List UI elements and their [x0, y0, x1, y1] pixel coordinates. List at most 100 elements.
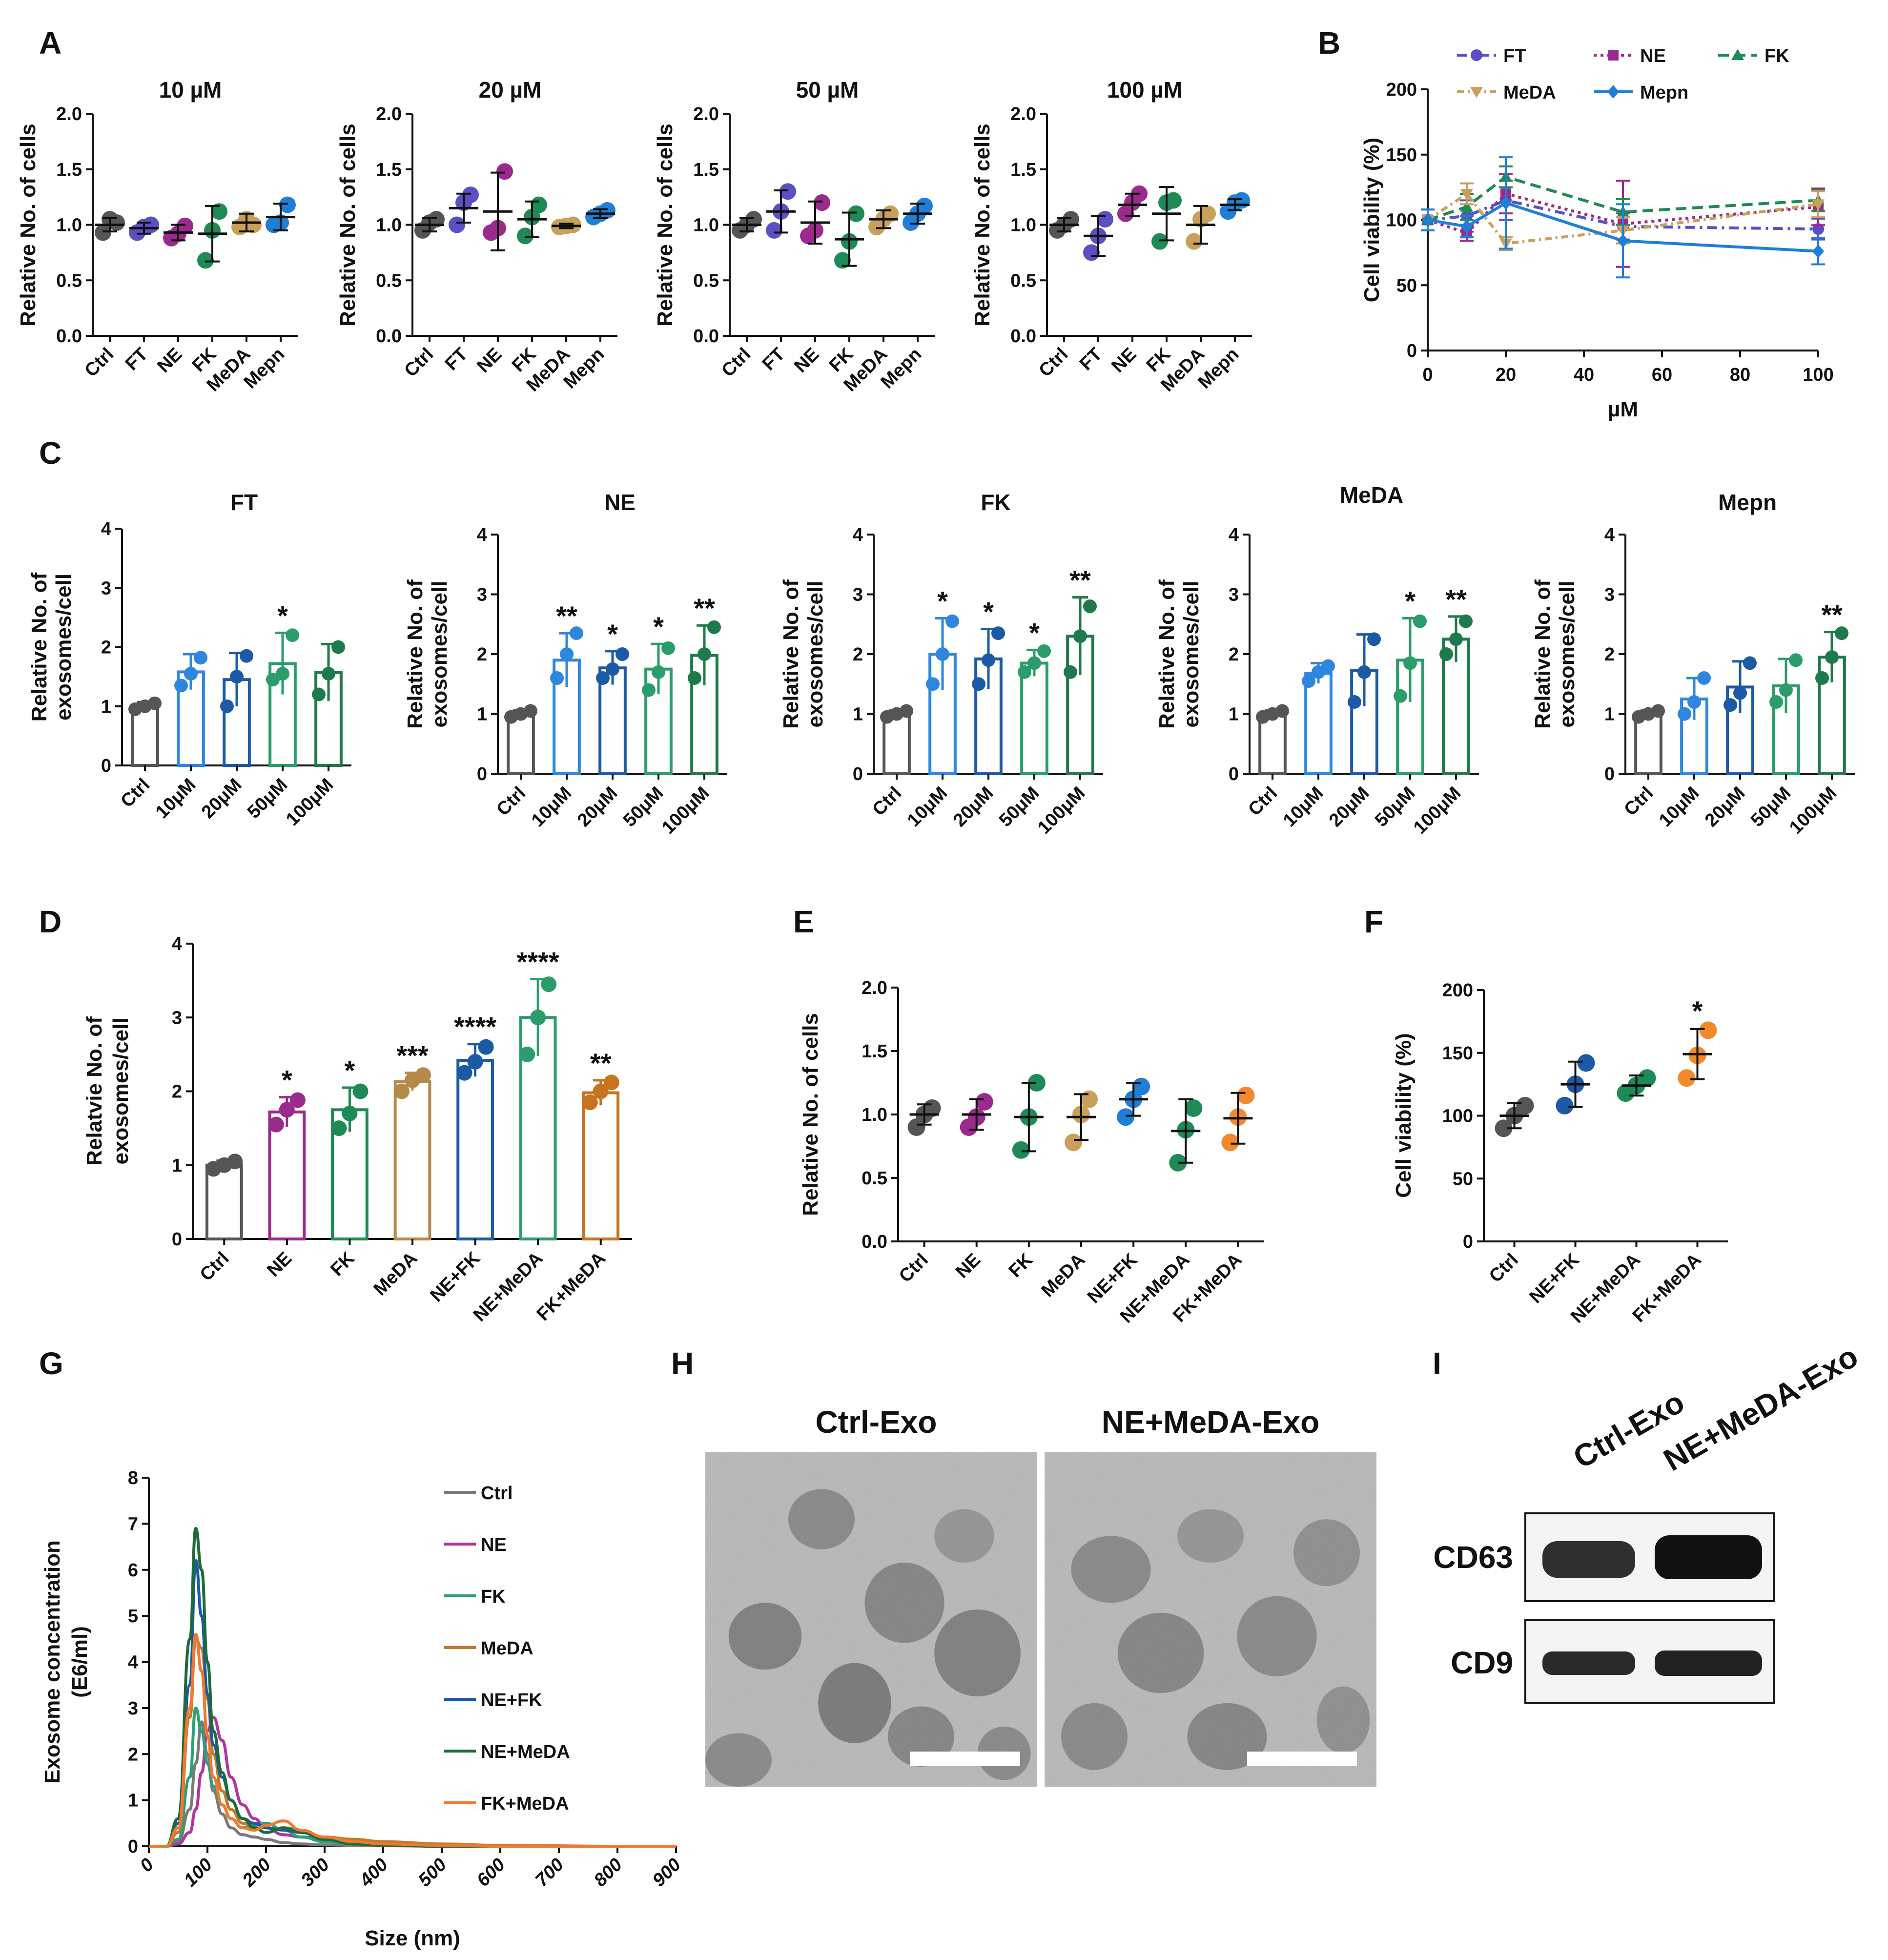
significance-label: * — [1029, 617, 1040, 648]
data-point — [1233, 192, 1250, 209]
data-point — [428, 211, 445, 228]
chart-C4-y-tick-label: 1 — [1229, 704, 1239, 725]
y-axis-label-C4-group: Relative No. of exosomes/cell — [1155, 579, 1203, 729]
data-point — [1607, 85, 1619, 99]
y-axis-label-C4: exosomes/cell — [1179, 581, 1203, 728]
significance-label: * — [653, 611, 664, 642]
chart-C5-y-tick-label: 0 — [1604, 764, 1615, 784]
data-point — [1348, 695, 1361, 709]
data-point — [211, 203, 227, 220]
significance-label: ** — [1821, 599, 1843, 630]
data-point — [1678, 1069, 1696, 1087]
chart-C1-y-tick-label: 3 — [101, 578, 111, 598]
exosome-particle — [934, 1609, 1021, 1697]
chart-title-C2: NE — [604, 490, 636, 515]
y-axis-label-C1: exosomes/cell — [52, 574, 76, 721]
significance-label: ** — [1445, 584, 1467, 615]
exosome-particle — [1316, 1686, 1370, 1754]
significance-label: ** — [694, 593, 715, 623]
data-point — [1394, 689, 1407, 703]
y-axis-label-C5-group: Relative No. of exosomes/cell — [1531, 579, 1579, 729]
y-axis-label-A3-group: Relative No. of cells — [653, 124, 677, 327]
series-line — [148, 1720, 676, 1848]
chart-D-y-tick-label: 1 — [172, 1155, 182, 1176]
tem-label-left: Ctrl-Exo — [816, 1404, 937, 1440]
y-axis-label-D-group: Relatvie No. of exosomes/cell — [82, 1016, 133, 1166]
x-tick-label: NE — [473, 344, 506, 377]
data-point — [1769, 695, 1783, 709]
chart-D-y-tick-label: 2 — [172, 1082, 182, 1102]
chart-C2-y-tick-label: 4 — [477, 525, 487, 545]
exosome-particle — [788, 1489, 855, 1549]
data-point — [1812, 223, 1824, 235]
bar — [1258, 712, 1287, 775]
x-tick-label: Ctrl — [196, 1248, 233, 1285]
panel-letter-A: A — [39, 25, 62, 61]
x-tick-label: 40 — [1574, 365, 1594, 385]
significance-label: **** — [454, 1011, 496, 1042]
x-tick-label: 20μM — [574, 783, 621, 831]
panel-letter-I: I — [1433, 1346, 1441, 1381]
blot-lane-label: NE+MeDA-Exo — [1658, 1339, 1864, 1478]
exosome-particle — [864, 1563, 944, 1643]
legend-label: FK — [481, 1587, 506, 1607]
chart-A3-y-tick-label: 1.5 — [693, 160, 719, 180]
exosome-particle — [1061, 1703, 1128, 1770]
panel-letter-B: B — [1318, 25, 1340, 61]
panel-letter-G: G — [39, 1346, 63, 1381]
x-tick-label: 20μM — [1701, 783, 1749, 831]
chart-G-y-tick-label: 4 — [128, 1652, 138, 1673]
data-point — [1577, 1054, 1595, 1072]
exosome-particle — [1293, 1519, 1360, 1586]
data-point — [1064, 665, 1077, 679]
chart-E-y-tick-label: 2.0 — [862, 978, 887, 998]
exosome-particle — [728, 1603, 802, 1670]
bar — [131, 704, 159, 767]
x-tick-label: 20μM — [1325, 783, 1373, 831]
data-point — [945, 614, 959, 628]
x-tick-label: NE — [263, 1248, 296, 1281]
chart-G-y-tick-label: 6 — [128, 1560, 138, 1581]
x-tick-label: 10μM — [1279, 783, 1327, 831]
chart-B: 0 50 100 150 200 0 20 40 60 80 100 µM FT NE FK MeDA Mepn — [1386, 46, 1834, 421]
chart-C4-y-tick-label: 2 — [1229, 644, 1239, 665]
chart-C1-y-tick-label: 2 — [101, 638, 111, 658]
data-point — [1097, 211, 1113, 228]
data-point — [916, 197, 933, 214]
blot-band-label: CD63 — [1433, 1540, 1513, 1575]
x-tick-label: NE — [1108, 344, 1140, 377]
data-point — [312, 687, 326, 701]
chart-G-y-tick-label: 5 — [128, 1606, 138, 1627]
significance-label: * — [1692, 995, 1703, 1026]
blot-band-label: CD9 — [1451, 1645, 1513, 1680]
chart-A1-y-tick-label: 1.0 — [56, 215, 82, 236]
x-tick-label: 10μM — [528, 783, 575, 831]
data-point — [279, 196, 296, 213]
data-point — [900, 704, 913, 718]
data-point — [1080, 1090, 1098, 1108]
data-point — [197, 252, 214, 269]
y-axis-label-A2-group: Relative No. of cells — [336, 124, 360, 327]
data-point — [1461, 219, 1473, 233]
x-tick-label: NE+FK — [1525, 1249, 1583, 1307]
chart-title-A3: 50 µM — [796, 77, 859, 103]
x-tick-label: 400 — [355, 1855, 392, 1891]
data-point — [926, 677, 940, 691]
y-axis-label-A1: Relative No. of cells — [16, 124, 40, 327]
data-point — [616, 647, 629, 661]
x-tick-label: FK+MeDA — [533, 1248, 610, 1325]
chart-C4-y-tick-label: 4 — [1229, 525, 1239, 545]
data-point — [1439, 647, 1453, 661]
significance-label: * — [607, 619, 618, 649]
chart-A2-y-tick-label: 0.0 — [376, 326, 402, 347]
legend-label: NE+MeDA — [481, 1742, 570, 1762]
data-point — [1422, 213, 1434, 227]
y-axis-label-A3: Relative No. of cells — [653, 124, 677, 327]
x-tick-label: Ctrl — [1244, 783, 1281, 820]
x-tick-label: 700 — [532, 1855, 568, 1891]
